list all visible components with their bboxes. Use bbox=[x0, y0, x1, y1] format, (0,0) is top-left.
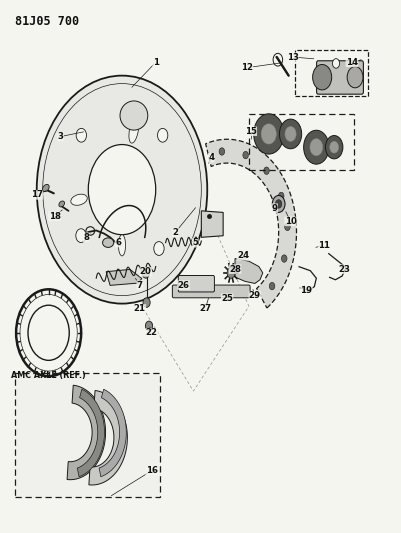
Circle shape bbox=[304, 130, 329, 164]
Text: 5: 5 bbox=[192, 238, 198, 247]
Text: 17: 17 bbox=[30, 190, 43, 199]
Circle shape bbox=[37, 76, 207, 304]
Text: 18: 18 bbox=[49, 212, 61, 221]
Text: 27: 27 bbox=[199, 304, 211, 313]
Circle shape bbox=[142, 269, 149, 278]
Text: 2: 2 bbox=[172, 228, 178, 237]
Ellipse shape bbox=[59, 201, 65, 207]
Polygon shape bbox=[89, 391, 128, 485]
FancyBboxPatch shape bbox=[317, 61, 363, 94]
Circle shape bbox=[332, 59, 340, 68]
Polygon shape bbox=[106, 269, 142, 285]
Text: 7: 7 bbox=[137, 280, 143, 289]
Text: AMC AXLE (REF.): AMC AXLE (REF.) bbox=[11, 372, 86, 381]
Polygon shape bbox=[67, 385, 105, 480]
Circle shape bbox=[285, 126, 296, 141]
Circle shape bbox=[275, 200, 282, 208]
Ellipse shape bbox=[120, 101, 148, 130]
Circle shape bbox=[282, 255, 287, 262]
Polygon shape bbox=[99, 389, 126, 477]
Text: 24: 24 bbox=[237, 252, 249, 261]
Text: 23: 23 bbox=[338, 265, 350, 273]
Circle shape bbox=[278, 192, 284, 200]
Circle shape bbox=[261, 124, 276, 144]
Text: 21: 21 bbox=[134, 304, 146, 313]
Ellipse shape bbox=[43, 184, 49, 192]
Text: 11: 11 bbox=[318, 241, 330, 250]
Text: 20: 20 bbox=[140, 268, 152, 276]
Text: 14: 14 bbox=[346, 58, 358, 67]
Circle shape bbox=[285, 223, 290, 231]
Text: 1: 1 bbox=[153, 58, 159, 67]
Text: 9: 9 bbox=[272, 204, 277, 213]
Circle shape bbox=[143, 298, 150, 308]
Circle shape bbox=[227, 268, 235, 278]
Text: 29: 29 bbox=[249, 291, 261, 300]
FancyBboxPatch shape bbox=[178, 276, 215, 292]
Ellipse shape bbox=[103, 238, 113, 247]
Circle shape bbox=[264, 167, 269, 174]
Text: 16: 16 bbox=[146, 466, 158, 475]
Polygon shape bbox=[235, 259, 263, 284]
Circle shape bbox=[76, 128, 87, 142]
FancyBboxPatch shape bbox=[172, 285, 250, 298]
Text: 6: 6 bbox=[115, 238, 121, 247]
FancyBboxPatch shape bbox=[15, 373, 160, 497]
Text: 10: 10 bbox=[285, 217, 296, 226]
Text: 8: 8 bbox=[83, 233, 89, 242]
Text: 13: 13 bbox=[287, 53, 298, 62]
Circle shape bbox=[310, 139, 323, 156]
Ellipse shape bbox=[129, 118, 139, 143]
Text: 15: 15 bbox=[245, 127, 257, 136]
Text: 28: 28 bbox=[229, 265, 241, 273]
Ellipse shape bbox=[71, 194, 87, 205]
Circle shape bbox=[326, 135, 343, 159]
Circle shape bbox=[158, 128, 168, 142]
Circle shape bbox=[254, 114, 284, 154]
Polygon shape bbox=[77, 389, 105, 477]
Text: 19: 19 bbox=[300, 286, 312, 295]
Text: 22: 22 bbox=[146, 328, 158, 337]
Circle shape bbox=[279, 119, 302, 149]
Circle shape bbox=[330, 141, 338, 153]
Text: 4: 4 bbox=[208, 154, 214, 163]
Text: 81J05 700: 81J05 700 bbox=[15, 14, 79, 28]
Ellipse shape bbox=[118, 235, 126, 256]
Circle shape bbox=[88, 144, 156, 235]
Polygon shape bbox=[206, 139, 296, 308]
Circle shape bbox=[219, 148, 225, 155]
Polygon shape bbox=[201, 211, 223, 237]
Text: 26: 26 bbox=[178, 280, 189, 289]
Circle shape bbox=[269, 282, 275, 290]
Circle shape bbox=[313, 64, 332, 90]
Circle shape bbox=[76, 229, 86, 243]
Circle shape bbox=[272, 196, 285, 213]
Text: 25: 25 bbox=[221, 294, 233, 303]
Circle shape bbox=[154, 241, 164, 255]
Circle shape bbox=[146, 321, 152, 330]
Circle shape bbox=[347, 67, 363, 88]
Circle shape bbox=[243, 151, 249, 159]
Text: 3: 3 bbox=[57, 132, 63, 141]
Text: 12: 12 bbox=[241, 63, 253, 72]
